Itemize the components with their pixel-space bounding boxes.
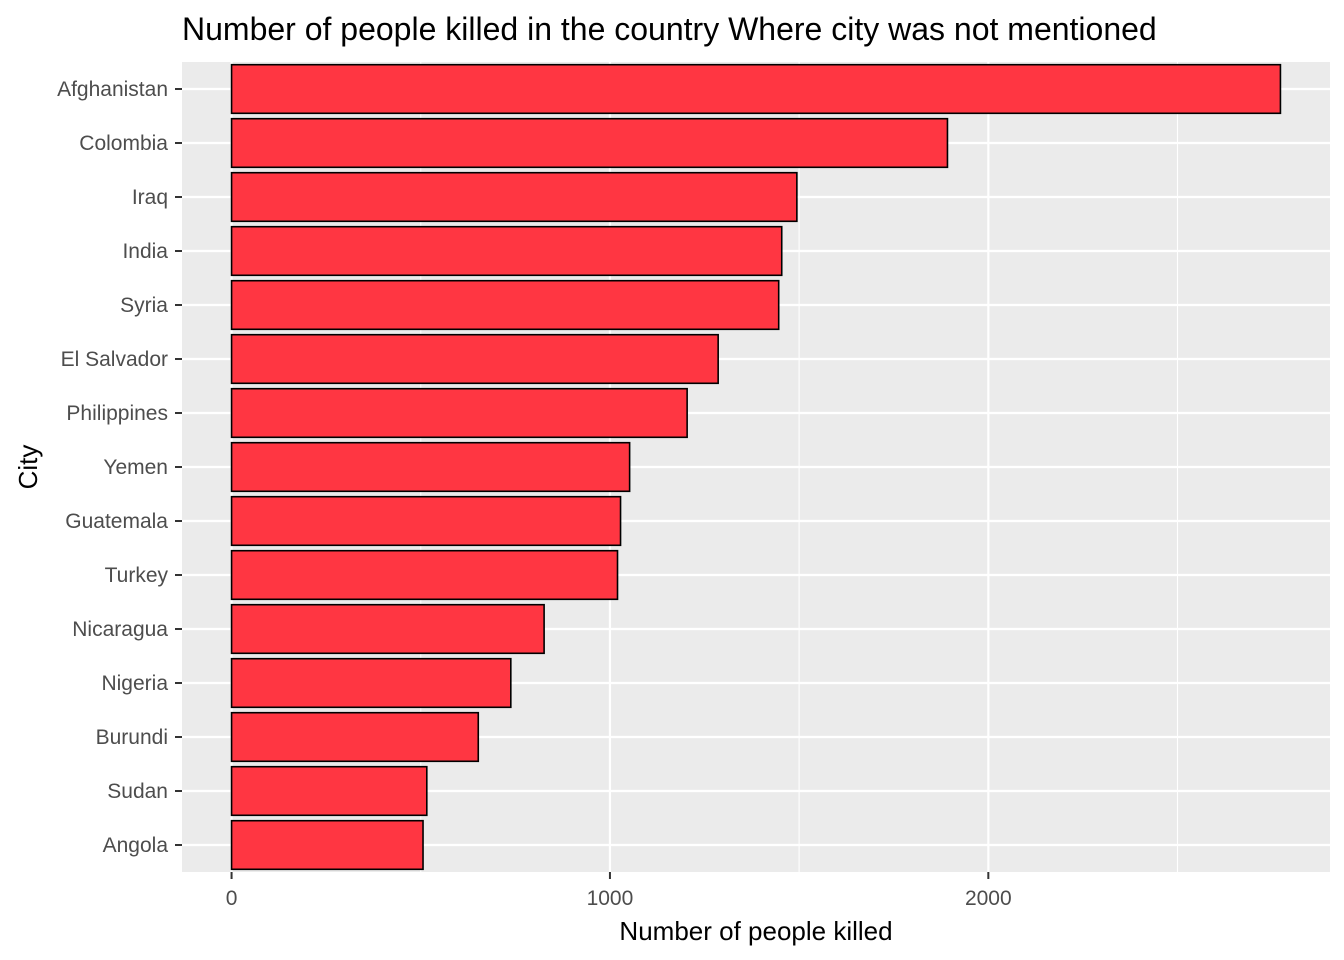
y-tick-label: Nicaragua [72, 618, 168, 641]
y-tick-label: Burundi [96, 726, 168, 749]
y-tick-label: Sudan [107, 780, 168, 803]
bar-philippines [230, 387, 688, 439]
x-tick-label: 2000 [965, 887, 1012, 910]
y-tick-label: Yemen [103, 456, 168, 479]
bar-el-salvador [230, 333, 719, 385]
y-tick-label: Philippines [66, 402, 168, 425]
bars [230, 63, 1282, 871]
y-tick-label: Syria [120, 294, 168, 317]
chart-title: Number of people killed in the country W… [182, 11, 1157, 47]
bar-india [230, 225, 783, 277]
bar-angola [230, 819, 424, 871]
bar-yemen [230, 441, 631, 493]
bar-syria [230, 279, 780, 331]
x-axis: 0 1000 2000 [226, 872, 1012, 910]
bar-sudan [230, 765, 428, 817]
bar-iraq [230, 171, 798, 223]
x-tick-label: 0 [226, 887, 238, 910]
y-axis-title: City [13, 445, 43, 490]
bar-nicaragua [230, 603, 545, 655]
y-tick-label: Iraq [132, 186, 168, 209]
y-tick-label: India [122, 240, 168, 263]
y-tick-label: Colombia [79, 132, 168, 155]
y-tick-label: Guatemala [65, 510, 168, 533]
y-tick-label: Angola [103, 834, 169, 857]
x-axis-title: Number of people killed [619, 916, 892, 946]
y-tick-label: Turkey [105, 564, 169, 587]
y-tick-label: Nigeria [101, 672, 168, 695]
bar-burundi [230, 711, 480, 763]
y-tick-label: El Salvador [61, 348, 168, 371]
y-tick-label: Afghanistan [57, 78, 168, 101]
y-axis: Afghanistan Colombia Iraq India Syria El Salv… [57, 78, 182, 857]
bar-nigeria [230, 657, 512, 709]
bar-turkey [230, 549, 619, 601]
x-tick-label: 1000 [587, 887, 634, 910]
bar-guatemala [230, 495, 622, 547]
bar-colombia [230, 117, 949, 169]
bar-afghanistan [230, 63, 1282, 115]
